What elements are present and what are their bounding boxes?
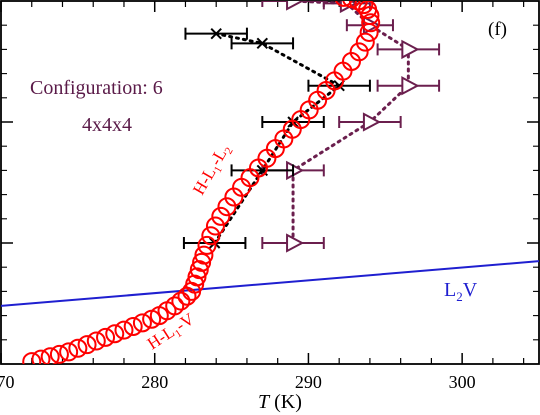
red-circle-point: [40, 347, 60, 364]
plot-frame: [0, 0, 540, 365]
red-circle-point: [197, 235, 217, 255]
purple-triangle-point: [401, 76, 420, 96]
red-circle-point: [342, 1, 361, 9]
red-circle-point: [361, 13, 381, 33]
config-line-2: 4x4x4: [82, 114, 132, 136]
purple-triangle-point: [362, 112, 382, 132]
red-circle-point: [201, 226, 221, 246]
red-circle-point: [31, 349, 51, 364]
red-circle-point: [194, 245, 214, 265]
red-circle-point: [165, 296, 185, 316]
x-axis-label: T (K): [258, 391, 302, 413]
red-circle-point: [192, 252, 212, 272]
red-circle-point: [59, 342, 79, 362]
red-circle-point: [217, 197, 237, 217]
red-circle-point: [22, 352, 42, 364]
red-circle-point: [349, 42, 369, 62]
axes: 270 280 290 300: [0, 1, 539, 392]
red-circle-point: [211, 206, 231, 226]
l2v-label: L2V: [444, 279, 478, 304]
red-circle-point: [86, 331, 106, 351]
red-circle-point: [355, 32, 375, 52]
red-circle-point: [68, 338, 88, 358]
hl1v-label: H-L1-V: [144, 309, 200, 356]
l2v-line: [1, 260, 539, 307]
red-circle-point: [105, 324, 125, 344]
red-circle-point: [77, 335, 97, 355]
red-circle-point: [123, 316, 143, 336]
panel-label: (f): [488, 19, 507, 40]
red-circle-point: [132, 313, 152, 333]
x-tick-label: 280: [141, 372, 168, 392]
black-x-point: [256, 37, 269, 50]
l2v-series: [1, 260, 539, 307]
purple-triangle-point: [286, 233, 305, 253]
x-tick-label: 300: [449, 372, 476, 392]
black-x-point: [210, 27, 222, 40]
red-circle-point: [49, 344, 69, 364]
config-line-1: Configuration: 6: [30, 77, 163, 99]
red-circle-series: [22, 1, 381, 364]
x-tick-label: 290: [295, 372, 322, 392]
red-circle-point: [171, 291, 191, 311]
red-circle-point: [114, 320, 134, 340]
red-circle-point: [335, 1, 353, 7]
red-circle-point: [354, 1, 374, 15]
red-circle-point: [205, 216, 225, 236]
purple-triangle-point: [401, 39, 420, 60]
red-circle-point: [348, 1, 368, 11]
red-circle-point: [96, 327, 116, 347]
x-tick-label: 270: [0, 372, 15, 392]
purple-triangle-point: [286, 1, 305, 11]
